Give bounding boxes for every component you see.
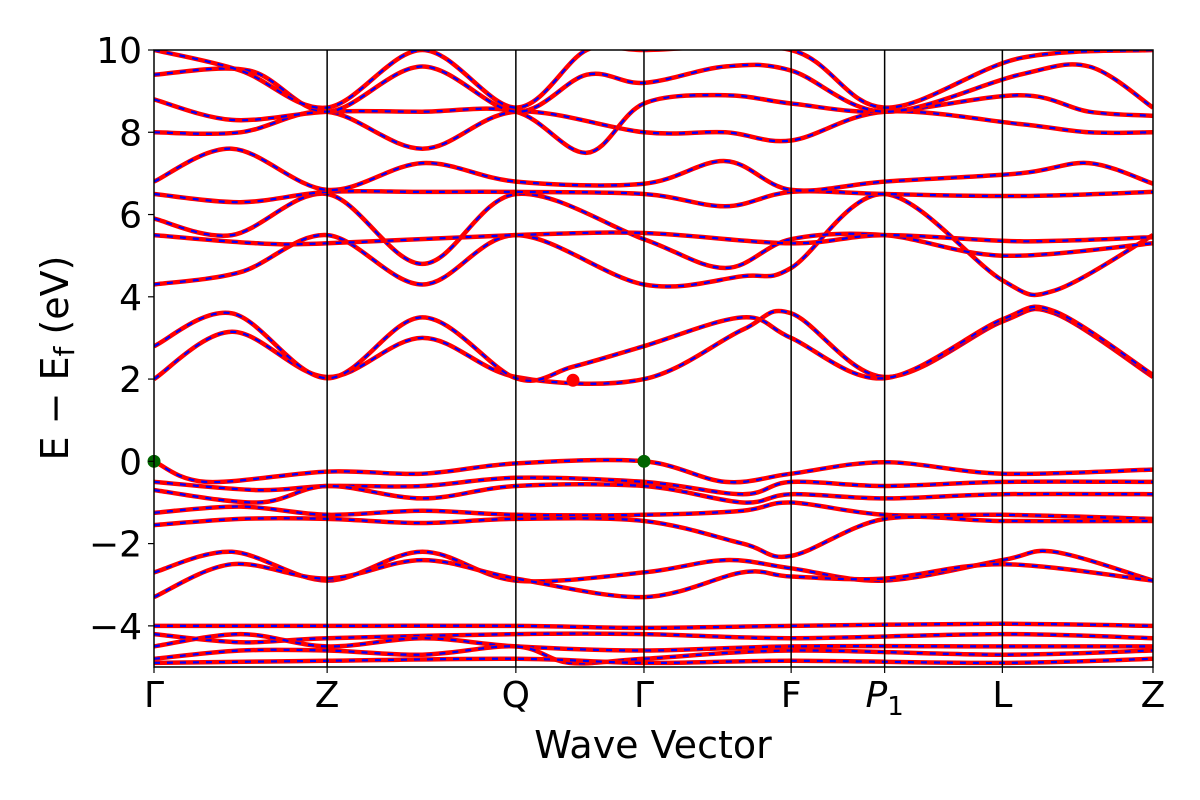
kpoint-lines bbox=[326, 50, 1004, 667]
y-tick-label: −2 bbox=[89, 525, 142, 566]
cbm-marker bbox=[566, 373, 580, 387]
band-20-spin-down bbox=[154, 632, 1153, 652]
y-axis-ticks: −4 −2 0 2 4 6 8 10 bbox=[89, 31, 154, 648]
band-6-spin-down bbox=[154, 147, 1153, 192]
band-17-spin-down bbox=[154, 558, 1153, 599]
band-12-spin-down bbox=[154, 476, 1153, 496]
bands-layer bbox=[154, 50, 1153, 666]
band-0-spin-down bbox=[154, 307, 1153, 385]
x-axis-title: Wave Vector bbox=[534, 723, 772, 767]
x-tick-label: Z bbox=[315, 675, 340, 716]
x-tick-label: Γ bbox=[144, 675, 164, 716]
band-1-spin-down bbox=[154, 305, 1153, 382]
band-4-spin-down bbox=[154, 231, 1153, 246]
x-tick-label: Q bbox=[502, 675, 530, 716]
band-15-spin-up bbox=[154, 514, 1153, 560]
band-19-spin-up bbox=[154, 631, 1153, 645]
band-6-spin-up bbox=[154, 146, 1153, 193]
x-tick-label: Z bbox=[1141, 675, 1166, 716]
y-tick-label: −4 bbox=[89, 607, 142, 648]
band-14-spin-down bbox=[154, 501, 1153, 520]
vbm-marker bbox=[637, 454, 651, 468]
y-axis-title: E − Ef (eV) bbox=[33, 256, 81, 461]
y-axis-title-main: E − E bbox=[33, 356, 77, 460]
y-axis-title-unit: (eV) bbox=[33, 256, 77, 347]
y-tick-label: 4 bbox=[119, 278, 142, 319]
y-tick-label: 6 bbox=[119, 196, 142, 237]
x-tick-label: F bbox=[781, 675, 802, 716]
extrema-markers bbox=[147, 373, 651, 468]
band-7-spin-down bbox=[154, 110, 1153, 150]
x-axis-ticks: Γ Z Q Γ F P1 L Z bbox=[144, 667, 1165, 722]
band-3-spin-up bbox=[154, 191, 1153, 271]
plot-frame bbox=[153, 49, 1154, 668]
band-10-spin-down bbox=[154, 50, 1153, 109]
band-2-spin-down bbox=[154, 192, 1153, 297]
x-tick-label: L bbox=[992, 675, 1012, 716]
band-11-spin-up bbox=[154, 457, 1153, 485]
x-tick-label: Γ bbox=[634, 675, 654, 716]
band-7-spin-up bbox=[154, 109, 1153, 151]
y-tick-label: 2 bbox=[119, 360, 142, 401]
x-tick-label: P1 bbox=[866, 675, 904, 722]
y-tick-label: 0 bbox=[119, 442, 142, 483]
y-axis-title-sub: f bbox=[48, 345, 81, 356]
band-3-spin-down bbox=[154, 192, 1153, 270]
y-tick-label: 10 bbox=[96, 31, 142, 72]
y-tick-label: 8 bbox=[119, 113, 142, 154]
band-21-spin-down bbox=[154, 645, 1153, 665]
